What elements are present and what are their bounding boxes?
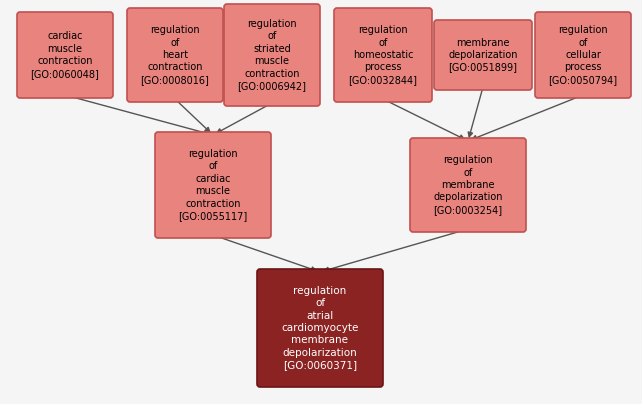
Text: membrane
depolarization
[GO:0051899]: membrane depolarization [GO:0051899] <box>448 38 517 72</box>
FancyBboxPatch shape <box>410 138 526 232</box>
Text: regulation
of
membrane
depolarization
[GO:0003254]: regulation of membrane depolarization [G… <box>433 155 503 215</box>
FancyBboxPatch shape <box>434 20 532 90</box>
FancyBboxPatch shape <box>155 132 271 238</box>
FancyBboxPatch shape <box>17 12 113 98</box>
FancyBboxPatch shape <box>535 12 631 98</box>
Text: regulation
of
cardiac
muscle
contraction
[GO:0055117]: regulation of cardiac muscle contraction… <box>178 149 248 221</box>
Text: cardiac
muscle
contraction
[GO:0060048]: cardiac muscle contraction [GO:0060048] <box>31 32 100 79</box>
Text: regulation
of
homeostatic
process
[GO:0032844]: regulation of homeostatic process [GO:00… <box>349 25 417 85</box>
FancyBboxPatch shape <box>334 8 432 102</box>
FancyBboxPatch shape <box>224 4 320 106</box>
Text: regulation
of
striated
muscle
contraction
[GO:0006942]: regulation of striated muscle contractio… <box>238 19 306 91</box>
FancyBboxPatch shape <box>127 8 223 102</box>
Text: regulation
of
heart
contraction
[GO:0008016]: regulation of heart contraction [GO:0008… <box>141 25 209 85</box>
Text: regulation
of
cellular
process
[GO:0050794]: regulation of cellular process [GO:00507… <box>548 25 618 85</box>
Text: regulation
of
atrial
cardiomyocyte
membrane
depolarization
[GO:0060371]: regulation of atrial cardiomyocyte membr… <box>281 286 359 370</box>
FancyBboxPatch shape <box>257 269 383 387</box>
